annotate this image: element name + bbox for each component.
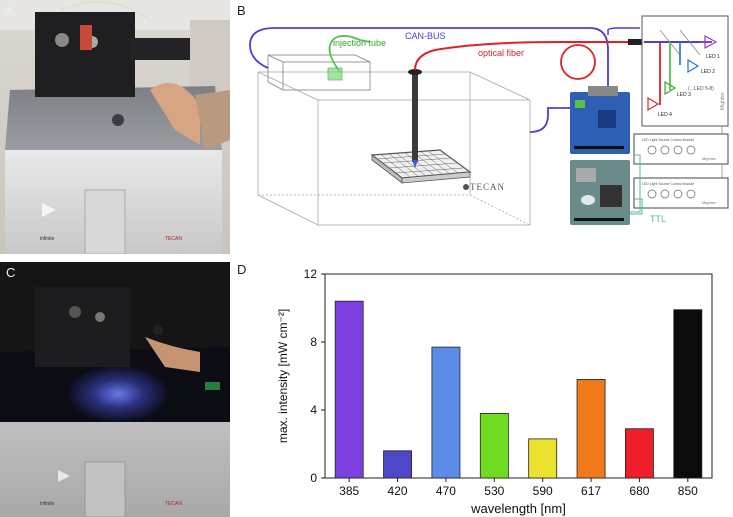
x-axis-label: wavelength [nm] [470,501,566,516]
mightex-brand-driver-1: Mightex [702,156,716,161]
photo-brand-tecan-c: TECAN [165,501,182,507]
injection-tube-label: injection tube [333,38,386,48]
panel-label-b: B [237,3,246,18]
panel-label-c: C [6,265,16,280]
plot-frame [324,273,713,479]
y-tick-label: 0 [310,471,317,485]
ttl-lines [630,154,643,215]
led-driver-2-label: LED Light Source Control Module [642,182,694,186]
led-driver-1-label: LED Light Source Control Module [642,138,694,142]
can-bus-label: CAN-BUS [405,31,446,41]
optical-fiber-line [414,41,630,71]
x-tick-label: 470 [436,484,456,498]
can-shield-board [570,86,630,154]
plate-reader-box [257,71,531,226]
x-tick-label: 530 [484,484,504,498]
y-tick-label: 12 [304,267,318,281]
x-tick-label: 850 [678,484,698,498]
led-driver-1: LED Light Source Control Module Mightex [633,133,729,165]
led-combiner-box [641,15,729,127]
bar-420 [383,450,412,479]
can-bus-connector [529,107,570,133]
mightex-brand-driver-2: Mightex [702,200,716,205]
bar-850 [673,309,703,479]
led-4-label: LED 4 [658,112,672,118]
photo-panel-c: TECAN infinite [0,262,230,517]
x-tick-label: 420 [388,484,408,498]
x-tick-label: 617 [581,484,601,498]
bar-617 [576,378,606,479]
led-driver-2: LED Light Source Control Module Mightex [633,177,729,209]
led-3-label: LED 3 [677,92,691,98]
x-tick-label: 590 [533,484,553,498]
intensity-bar-chart: 0 4 8 12 385 420 470 530 590 617 680 850 wavelength … [276,267,713,516]
bar-530 [479,412,509,479]
mightex-brand-combiner: Mightex [720,92,726,110]
ttl-label: TTL [650,214,666,224]
bar-680 [625,428,654,479]
bar-385 [334,300,364,479]
y-tick-label: 8 [310,335,317,349]
panel-label-d: D [237,262,247,277]
led-1-label: LED 1 [706,54,720,60]
injection-tube-box [267,54,371,91]
photo-brand-infinite-a: infinite [40,236,55,242]
photo-brand-tecan-a: TECAN [165,236,182,242]
can-bus-line [249,27,609,95]
tecan-logo: TECAN [470,182,505,192]
injection-tube-line [328,35,371,73]
y-axis-label: max. intensity [mW cm⁻²] [276,309,290,443]
microplate [370,149,472,184]
bar-590 [528,438,558,479]
bar-470 [431,346,461,479]
photo-panel-a: TECAN infinite [0,0,230,254]
x-tick-label: 385 [339,484,359,498]
fiber-probe [408,69,422,168]
panel-label-a: A [6,3,15,18]
arduino-board [570,160,630,225]
optical-fiber-label: optical fiber [478,48,524,58]
led-5-8-label: (...LED 5-8) [688,86,714,92]
led-2-label: LED 2 [701,69,715,75]
x-tick-label: 680 [629,484,649,498]
y-tick-label: 4 [310,403,317,417]
setup-diagram: LED 1 LED 2 LED 3 LED 4 (...LED 5-8) Mig… [249,15,729,226]
photo-brand-infinite-c: infinite [40,501,55,507]
